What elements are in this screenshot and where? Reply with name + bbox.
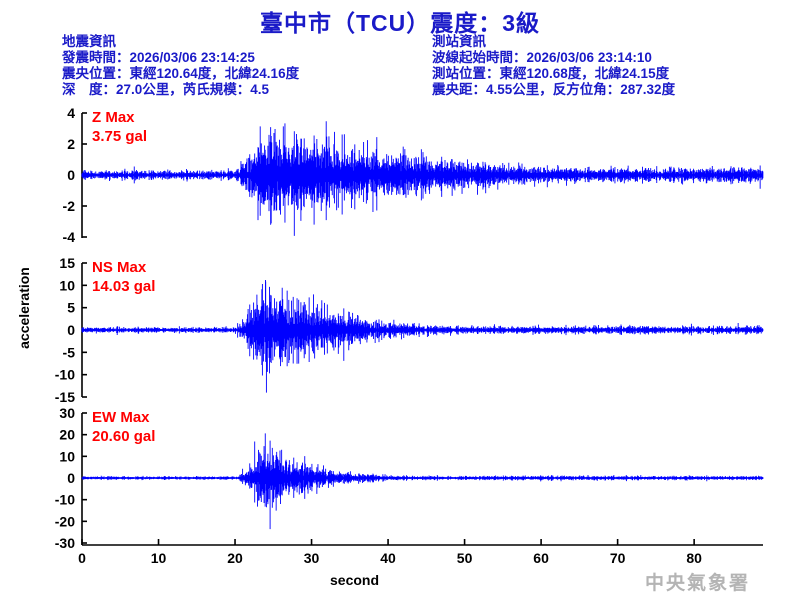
earthquake-info-block: 地震資訊 發震時間：2026/03/06 23:14:25 震央位置：東經120…	[62, 34, 299, 98]
ns-panel: 15 10 5 0 -5 -10 -15	[55, 255, 764, 405]
ns-max-title: NS Max	[92, 259, 147, 276]
ew-ytick: 0	[67, 470, 75, 486]
ns-ytick: -10	[55, 367, 75, 383]
ns-ytick: 5	[67, 300, 75, 316]
x-axis-tick: 40	[380, 550, 396, 566]
ns-max-label: NS Max 14.03 gal	[92, 258, 155, 296]
ew-max-label: EW Max 20.60 gal	[92, 408, 155, 446]
page-title: 臺中市（TCU）震度：3級	[259, 10, 541, 36]
z-max-title: Z Max	[92, 109, 135, 126]
ew-ytick: 10	[59, 448, 75, 464]
x-axis-tick: 80	[686, 550, 702, 566]
z-ytick: -4	[63, 229, 76, 245]
x-axis-tick: 10	[151, 550, 167, 566]
ew-panel: 30 20 10 0 -10 -20 -30	[55, 405, 764, 551]
ew-ytick: -30	[55, 535, 75, 551]
ns-waveform	[81, 279, 764, 393]
x-axis-tick: 50	[457, 550, 473, 566]
z-ytick: -2	[63, 198, 76, 214]
station-location: 測站位置：東經120.68度，北緯24.15度	[432, 66, 670, 81]
earthquake-depth-magnitude: 深 度：27.0公里，芮氏規模：4.5	[62, 82, 270, 97]
x-axis-tick: 70	[610, 550, 626, 566]
ew-waveform	[81, 433, 764, 530]
x-axis: 0 10 20 30 40 50 60 70 80	[78, 539, 763, 566]
x-axis-tick: 0	[78, 550, 86, 566]
ew-ytick: -10	[55, 492, 75, 508]
z-waveform	[81, 121, 764, 236]
ns-ytick: 10	[59, 277, 75, 293]
x-axis-tick: 20	[227, 550, 243, 566]
ns-max-value: 14.03 gal	[92, 278, 156, 295]
ew-max-title: EW Max	[92, 409, 150, 426]
earthquake-origin-time: 發震時間：2026/03/06 23:14:25	[62, 50, 255, 65]
z-panel: 4 2 0 -2 -4	[63, 105, 764, 245]
z-max-label: Z Max 3.75 gal	[92, 108, 147, 146]
x-axis-tick: 30	[304, 550, 320, 566]
station-wave-start-time: 波線起始時間：2026/03/06 23:14:10	[432, 50, 652, 65]
ew-ytick: 20	[59, 427, 75, 443]
ew-ytick: -20	[55, 513, 75, 529]
z-ytick: 4	[67, 105, 75, 121]
y-axis-label: acceleration	[16, 267, 32, 349]
agency-watermark: 中央氣象署	[645, 573, 751, 594]
ns-ytick: 0	[67, 322, 75, 338]
ew-max-value: 20.60 gal	[92, 428, 156, 445]
earthquake-info-heading: 地震資訊	[62, 34, 116, 49]
z-ytick: 2	[67, 136, 75, 152]
station-epicentral-distance: 震央距：4.55公里，反方位角：287.32度	[432, 82, 676, 97]
x-axis-label: second	[330, 572, 380, 588]
ns-ytick: -15	[55, 389, 75, 405]
x-axis-tick: 60	[533, 550, 549, 566]
ns-ytick: -5	[63, 344, 76, 360]
earthquake-epicenter: 震央位置：東經120.64度，北緯24.16度	[62, 66, 300, 81]
z-ytick: 0	[67, 167, 75, 183]
ns-ytick: 15	[59, 255, 75, 271]
ew-ytick: 30	[59, 405, 75, 421]
station-info-heading: 測站資訊	[432, 34, 486, 49]
station-info-block: 測站資訊 波線起始時間：2026/03/06 23:14:10 測站位置：東經1…	[432, 34, 675, 98]
z-max-value: 3.75 gal	[92, 128, 148, 145]
